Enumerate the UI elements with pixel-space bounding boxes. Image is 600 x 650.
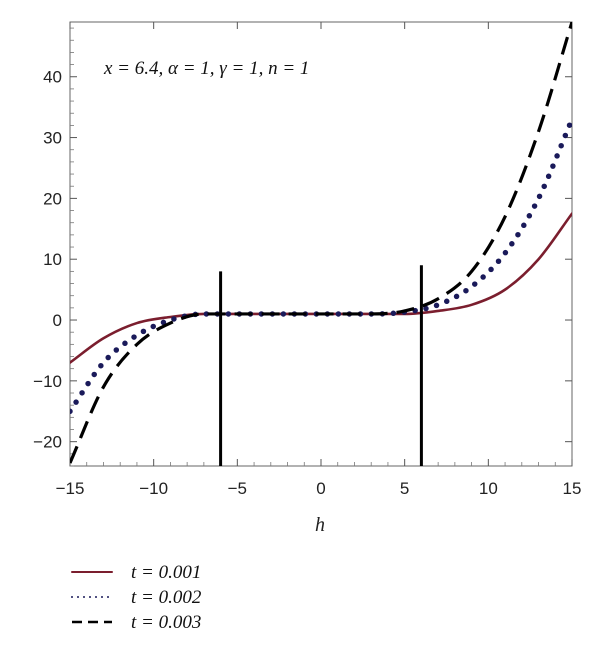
x-axis-title: h [315, 514, 325, 536]
x-tick-label: −15 [56, 479, 85, 498]
series-line-1 [70, 212, 572, 364]
legend-label-1: t = 0.001 [131, 562, 201, 583]
x-tick-label: 0 [316, 479, 325, 498]
series-line-3 [70, 22, 572, 464]
x-tick-label: 5 [400, 479, 409, 498]
parameter-annotation: x = 6.4, α = 1, γ = 1, n = 1 [103, 58, 309, 79]
legend-label-3: t = 0.003 [131, 612, 201, 633]
y-tick-label: 30 [43, 129, 62, 148]
x-tick-label: −5 [228, 479, 247, 498]
plot-frame [69, 21, 573, 467]
y-tick-label: −20 [33, 433, 62, 452]
plot-area: −15 −10 −5 0 5 10 15 −20 −10 0 10 20 30 40 [33, 21, 582, 498]
y-tick-label: −10 [33, 372, 62, 391]
x-tick-label: 10 [479, 479, 498, 498]
legend-label-2: t = 0.002 [131, 587, 202, 608]
y-tick-label: 0 [53, 311, 62, 330]
x-tick-label: −10 [139, 479, 168, 498]
y-tick-label: 20 [43, 189, 62, 208]
y-tick-label: 40 [43, 68, 62, 87]
x-tick-label: 15 [563, 479, 582, 498]
series-group [70, 22, 572, 464]
legend: t = 0.001 t = 0.002 t = 0.003 [71, 562, 202, 633]
series-line-2 [70, 116, 572, 415]
y-tick-label: 10 [43, 250, 62, 269]
